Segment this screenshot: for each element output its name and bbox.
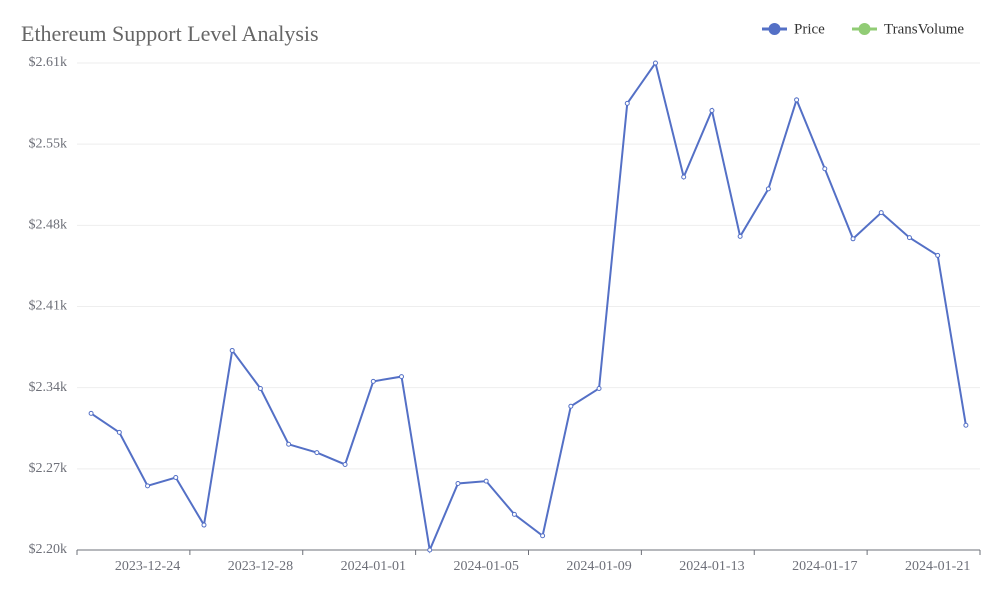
data-point xyxy=(765,186,771,192)
legend-dot xyxy=(768,23,781,35)
legend-dot xyxy=(858,23,871,35)
y-tick-label: $2.41k xyxy=(29,299,68,314)
data-point xyxy=(511,511,517,517)
x-tick-label: 2024-01-01 xyxy=(341,559,406,574)
y-tick-label: $2.34k xyxy=(29,380,68,395)
data-point xyxy=(681,174,687,180)
y-tick-label: $2.55k xyxy=(29,136,68,151)
chart-title: Ethereum Support Level Analysis xyxy=(21,21,319,46)
x-tick-label: 2024-01-09 xyxy=(566,559,631,574)
data-point xyxy=(906,235,912,241)
data-point xyxy=(342,461,348,467)
data-point xyxy=(963,422,969,428)
legend-label: Price xyxy=(794,21,825,37)
y-tick-label: $2.48k xyxy=(29,218,68,233)
data-point xyxy=(568,403,574,409)
x-tick-label: 2024-01-17 xyxy=(792,559,857,574)
data-point xyxy=(935,252,941,258)
data-point xyxy=(709,108,715,114)
data-point xyxy=(88,410,94,416)
price-line xyxy=(90,60,967,554)
x-tick-label: 2024-01-05 xyxy=(454,559,519,574)
data-point xyxy=(540,533,546,539)
y-tick-label: $2.27k xyxy=(29,461,68,476)
x-tick-label: 2024-01-21 xyxy=(905,559,970,574)
data-point xyxy=(822,166,828,172)
data-point xyxy=(370,378,376,384)
x-tick-label: 2023-12-24 xyxy=(115,559,180,574)
data-point xyxy=(286,441,292,447)
data-point xyxy=(624,100,630,106)
legend-label: TransVolume xyxy=(884,21,964,37)
x-tick-label: 2024-01-13 xyxy=(679,559,744,574)
data-point xyxy=(145,483,151,489)
data-point xyxy=(201,522,207,528)
data-point xyxy=(878,210,884,216)
data-point xyxy=(173,475,179,481)
x-tick-label: 2023-12-28 xyxy=(228,559,293,574)
data-point xyxy=(399,374,405,380)
data-point xyxy=(483,478,489,484)
data-point xyxy=(257,385,263,391)
data-point xyxy=(427,547,433,553)
data-point xyxy=(794,97,800,103)
data-point xyxy=(596,385,602,391)
data-point xyxy=(455,480,461,486)
data-point xyxy=(737,233,743,239)
data-point xyxy=(314,450,320,456)
data-point xyxy=(116,429,122,435)
data-point xyxy=(850,236,856,242)
y-tick-label: $2.20k xyxy=(29,542,68,557)
data-point xyxy=(229,347,235,353)
data-point xyxy=(652,60,658,66)
y-tick-label: $2.61k xyxy=(29,55,68,70)
